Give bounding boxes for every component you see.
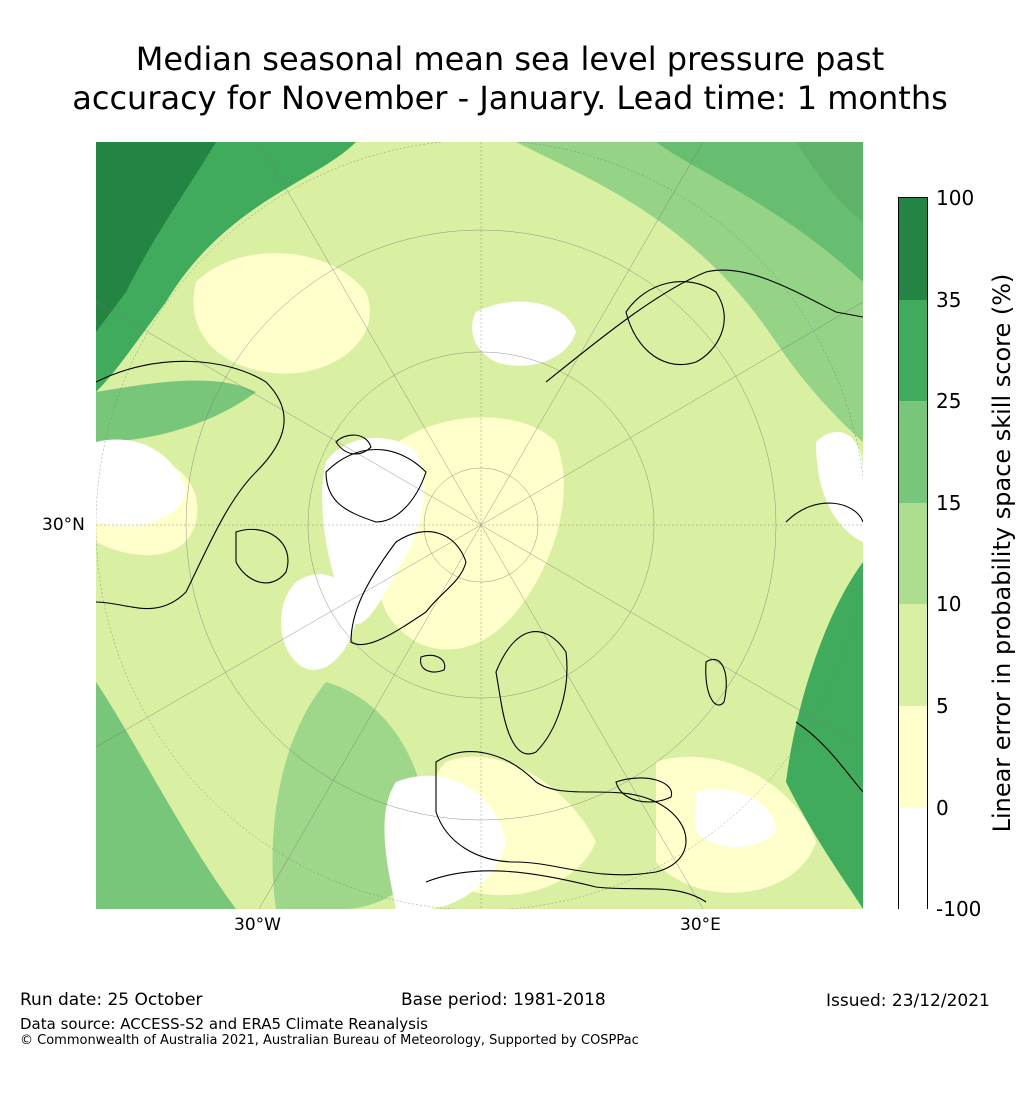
colorbar-seg-15-25 bbox=[899, 401, 927, 503]
colorbar-seg-10-15 bbox=[899, 503, 927, 604]
colorbar-seg-25-35 bbox=[899, 300, 927, 401]
title-line-2: accuracy for November - January. Lead ti… bbox=[72, 79, 948, 117]
map-title: Median seasonal mean sea level pressure … bbox=[0, 40, 1020, 118]
run-date: Run date: 25 October bbox=[20, 990, 203, 1010]
colorbar-label-35: 35 bbox=[936, 288, 962, 312]
asia-coast bbox=[545, 269, 863, 383]
greenland-coast bbox=[350, 531, 467, 646]
north-america-coast bbox=[96, 360, 285, 610]
issued-date: Issued: 23/12/2021 bbox=[826, 991, 990, 1011]
coastlines bbox=[96, 269, 863, 903]
lon-label-30e: 30°E bbox=[680, 915, 721, 935]
skill-shading bbox=[96, 142, 863, 909]
colorbar-seg-neg100-0 bbox=[899, 808, 927, 910]
colorbar-label-15: 15 bbox=[936, 491, 962, 515]
scandinavia-coast bbox=[495, 631, 568, 755]
canadian-arctic-coast bbox=[325, 448, 427, 523]
colorbar-label-5: 5 bbox=[936, 694, 949, 718]
lon-label-30w: 30°W bbox=[234, 915, 281, 935]
colorbar-label-0: 0 bbox=[936, 796, 949, 820]
data-source: Data source: ACCESS-S2 and ERA5 Climate … bbox=[20, 1015, 428, 1033]
graticule bbox=[96, 142, 863, 909]
iceland-coast bbox=[420, 654, 446, 673]
colorbar-label-25: 25 bbox=[936, 389, 962, 413]
map-svg bbox=[96, 142, 863, 909]
colorbar-title: Linear error in probability space skill … bbox=[988, 273, 1016, 833]
lat-label-30n: 30°N bbox=[42, 515, 85, 535]
title-line-1: Median seasonal mean sea level pressure … bbox=[135, 40, 885, 78]
europe-coast bbox=[435, 751, 687, 876]
colorbar-seg-0-5 bbox=[899, 706, 927, 808]
colorbar bbox=[898, 197, 928, 910]
colorbar-seg-5-10 bbox=[899, 604, 927, 706]
colorbar-label-100: 100 bbox=[936, 186, 975, 210]
skill-score-map bbox=[96, 142, 863, 909]
caspian-sea bbox=[705, 659, 727, 706]
black-sea bbox=[615, 777, 672, 803]
colorbar-label-neg100: -100 bbox=[936, 897, 982, 921]
copyright-notice: © Commonwealth of Australia 2021, Austra… bbox=[20, 1033, 639, 1048]
base-period: Base period: 1981-2018 bbox=[401, 990, 606, 1010]
colorbar-seg-35-100 bbox=[899, 198, 927, 300]
colorbar-label-10: 10 bbox=[936, 592, 962, 616]
